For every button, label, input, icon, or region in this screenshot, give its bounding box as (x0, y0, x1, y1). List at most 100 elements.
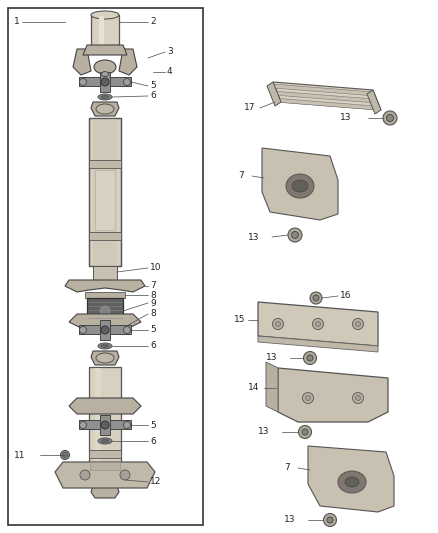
Bar (95, 170, 115, 230)
Ellipse shape (100, 306, 110, 316)
Ellipse shape (276, 321, 280, 327)
Ellipse shape (102, 71, 109, 77)
Polygon shape (69, 314, 141, 328)
Text: 12: 12 (150, 478, 161, 487)
Bar (85, 324, 125, 330)
Bar (89, 118, 121, 266)
Ellipse shape (101, 78, 109, 86)
Polygon shape (91, 351, 119, 365)
Bar (95, 119, 101, 265)
Ellipse shape (286, 174, 314, 198)
Text: 17: 17 (244, 103, 255, 112)
Polygon shape (367, 90, 381, 114)
Bar (89, 118, 121, 266)
Ellipse shape (302, 429, 308, 435)
Text: 15: 15 (234, 316, 246, 325)
Ellipse shape (80, 78, 86, 85)
Ellipse shape (327, 517, 333, 523)
Bar (89, 160, 121, 168)
Ellipse shape (356, 321, 360, 327)
Polygon shape (272, 98, 377, 110)
Text: 6: 6 (150, 342, 156, 351)
Text: 3: 3 (167, 47, 173, 56)
Polygon shape (91, 102, 119, 116)
Text: 13: 13 (258, 427, 269, 437)
Ellipse shape (63, 453, 67, 457)
Ellipse shape (324, 513, 336, 527)
Bar (90, 462, 120, 470)
Bar (93, 266, 117, 282)
Ellipse shape (310, 292, 322, 304)
Ellipse shape (80, 422, 86, 429)
Ellipse shape (98, 343, 112, 349)
Polygon shape (69, 398, 141, 414)
Polygon shape (272, 84, 375, 96)
Text: 5: 5 (150, 82, 156, 91)
Ellipse shape (299, 425, 311, 439)
Ellipse shape (80, 470, 90, 480)
Polygon shape (272, 91, 376, 103)
Ellipse shape (91, 11, 119, 19)
Text: 1: 1 (14, 18, 20, 27)
Ellipse shape (101, 344, 109, 348)
Text: 13: 13 (248, 232, 259, 241)
Text: 10: 10 (150, 263, 162, 272)
Ellipse shape (124, 422, 131, 429)
Bar (87, 298, 123, 324)
Bar (100, 320, 110, 340)
Bar (99, 16, 104, 52)
Text: 6: 6 (150, 92, 156, 101)
Text: 9: 9 (150, 298, 156, 308)
Text: 13: 13 (340, 114, 352, 123)
Ellipse shape (305, 395, 311, 400)
Text: 8: 8 (150, 310, 156, 319)
Ellipse shape (313, 295, 319, 301)
Text: 4: 4 (167, 68, 173, 77)
Text: 7: 7 (284, 464, 290, 472)
Polygon shape (91, 486, 119, 498)
Ellipse shape (292, 180, 308, 192)
Polygon shape (267, 82, 281, 106)
Text: 14: 14 (248, 384, 259, 392)
Polygon shape (55, 462, 155, 488)
Ellipse shape (292, 231, 299, 238)
Bar (89, 232, 121, 240)
Polygon shape (262, 148, 338, 220)
Ellipse shape (338, 471, 366, 493)
Bar (8, 8, 203, 525)
Ellipse shape (96, 104, 114, 114)
Ellipse shape (356, 395, 360, 400)
Bar (93, 118, 117, 266)
Ellipse shape (315, 321, 321, 327)
Bar (79, 77, 131, 86)
Ellipse shape (101, 326, 109, 334)
Ellipse shape (101, 421, 109, 429)
Text: 5: 5 (150, 421, 156, 430)
Text: 5: 5 (150, 326, 156, 335)
Text: 6: 6 (150, 437, 156, 446)
Ellipse shape (60, 450, 70, 459)
Ellipse shape (386, 115, 393, 122)
Polygon shape (273, 82, 381, 110)
Polygon shape (308, 446, 394, 512)
Text: 11: 11 (14, 450, 25, 459)
Ellipse shape (353, 319, 364, 329)
Ellipse shape (383, 111, 397, 125)
Bar (89, 367, 121, 485)
Bar (89, 450, 121, 458)
Ellipse shape (120, 470, 130, 480)
Text: 2: 2 (150, 18, 155, 27)
Polygon shape (266, 362, 278, 412)
Polygon shape (258, 336, 378, 352)
Polygon shape (119, 49, 137, 75)
Ellipse shape (98, 94, 112, 100)
Ellipse shape (307, 355, 313, 361)
Ellipse shape (124, 78, 131, 85)
Ellipse shape (98, 438, 112, 444)
Ellipse shape (101, 95, 109, 99)
Bar (91, 15, 119, 53)
Text: 13: 13 (284, 515, 296, 524)
Ellipse shape (101, 440, 109, 442)
Ellipse shape (312, 319, 324, 329)
Bar (89, 400, 121, 408)
